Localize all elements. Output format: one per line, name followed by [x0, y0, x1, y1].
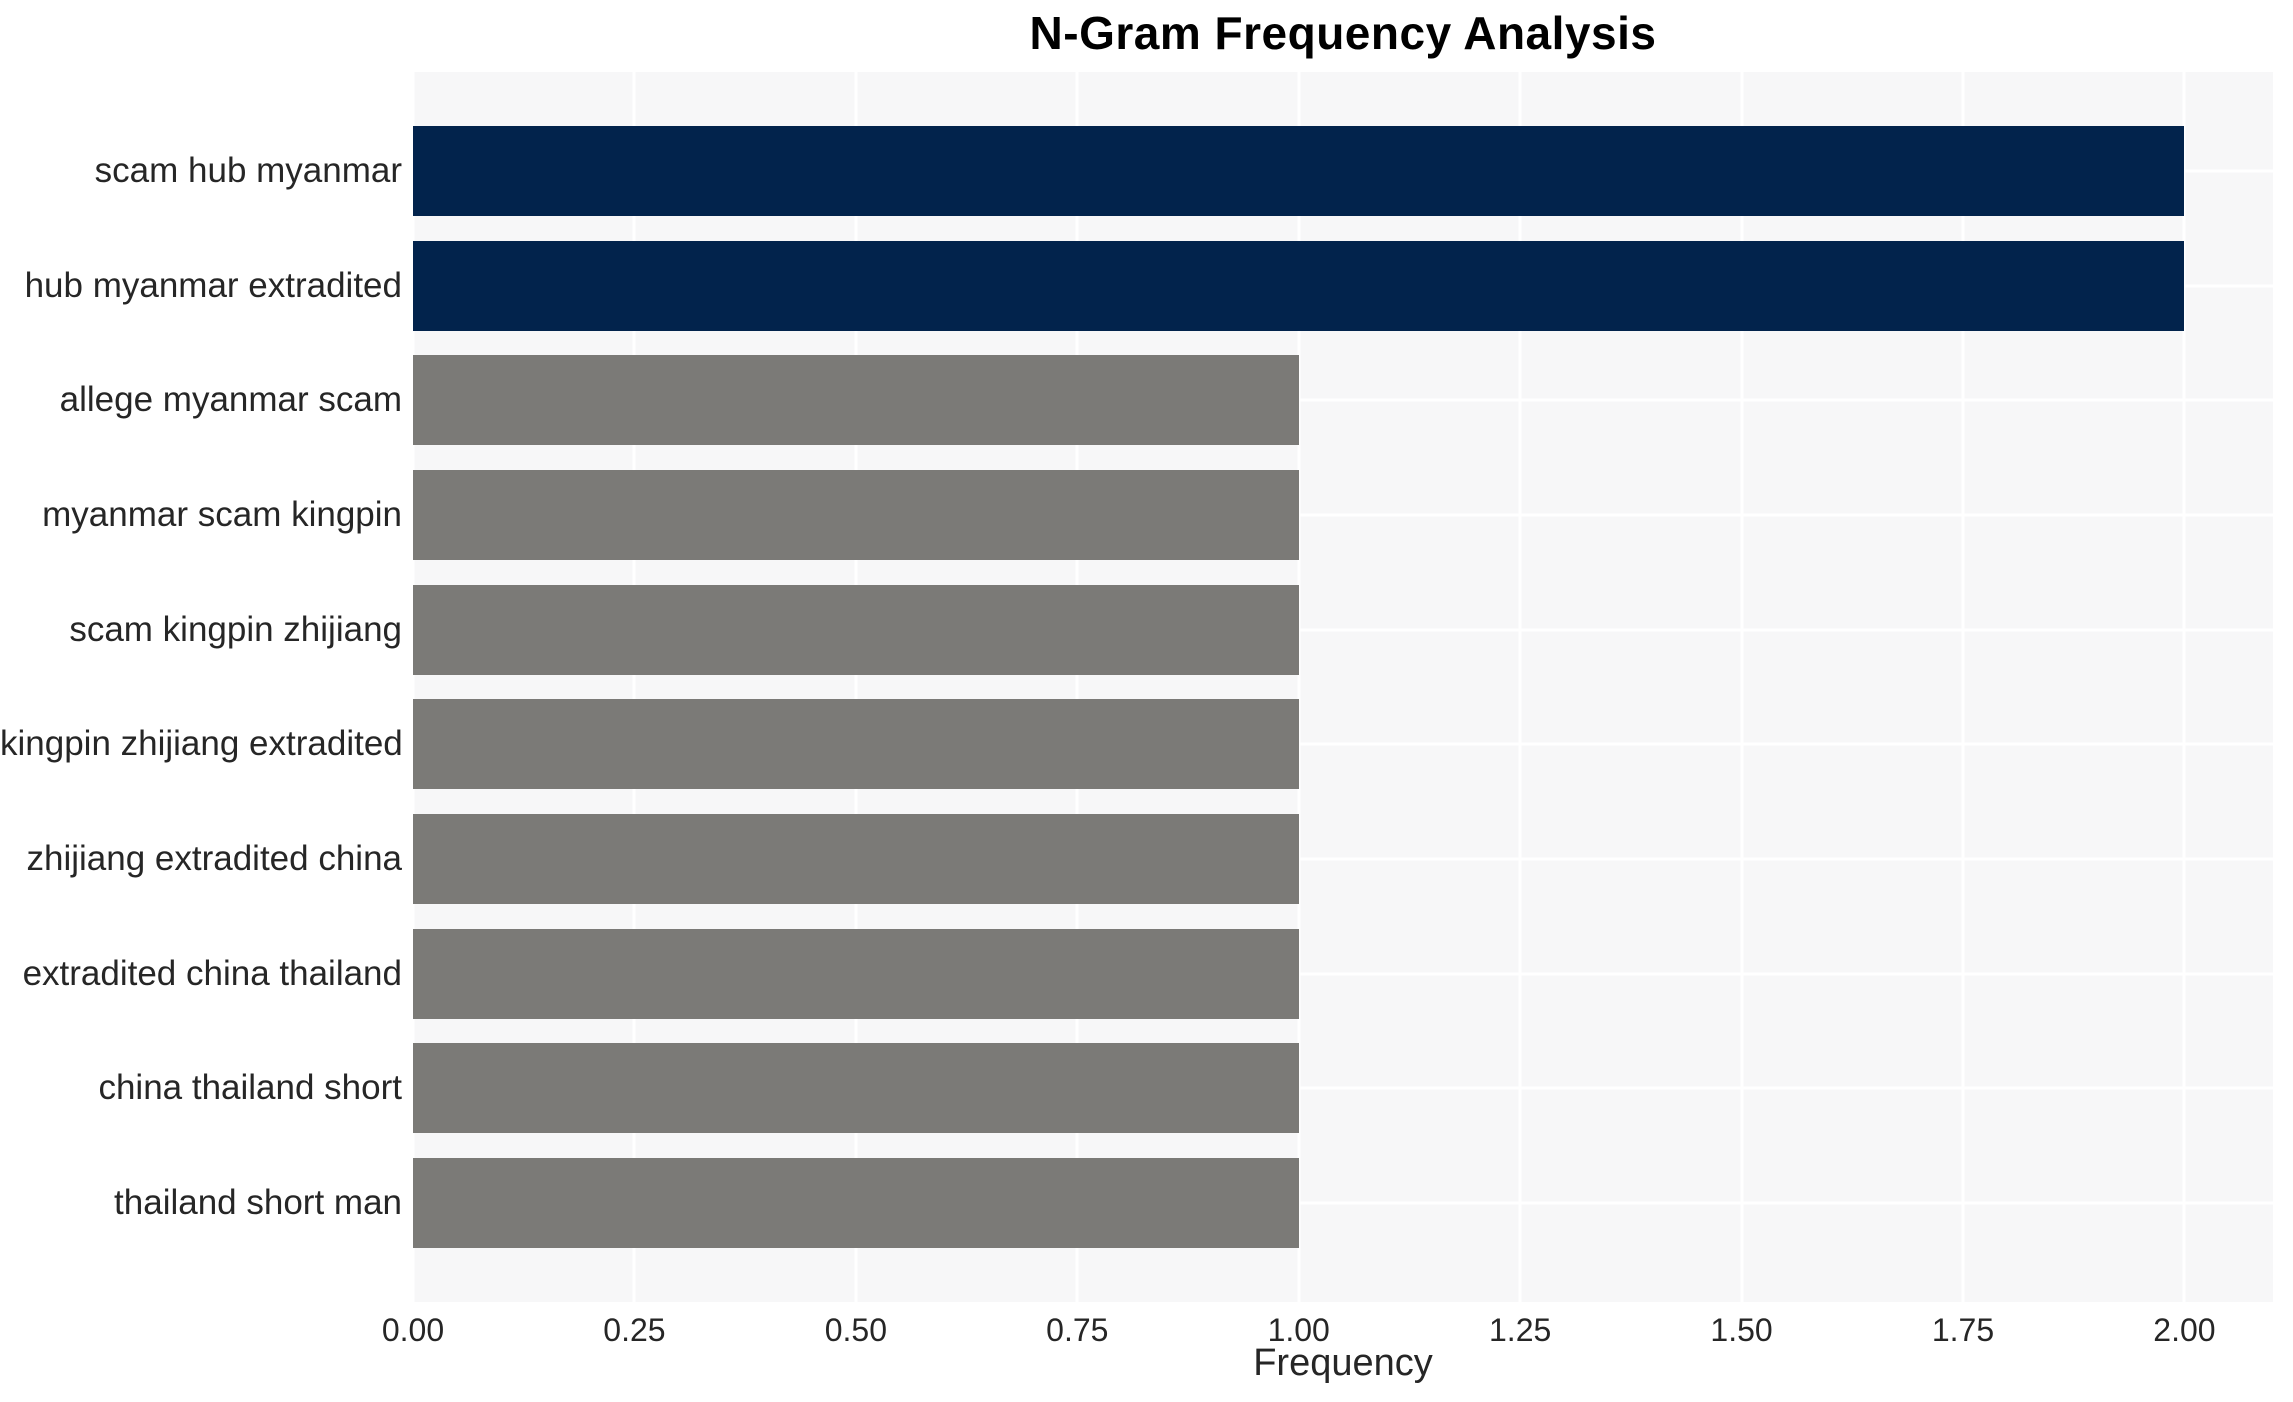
vertical-gridline	[411, 72, 415, 1302]
x-axis-tick-label: 0.25	[603, 1312, 666, 1348]
bar-kingpin-zhijiang-extradited	[413, 699, 1299, 790]
vertical-gridline	[632, 72, 636, 1302]
vertical-gridline	[2182, 72, 2186, 1302]
bar-thailand-short-man	[413, 1158, 1299, 1248]
x-axis-tick-label: 0.75	[1046, 1312, 1109, 1348]
y-axis-label: extradited china thailand	[22, 953, 402, 993]
y-axis-label: scam kingpin zhijiang	[69, 609, 402, 649]
vertical-gridline	[1961, 72, 1965, 1302]
x-axis-tick-label: 1.75	[1931, 1312, 1995, 1348]
bar-hub-myanmar-extradited	[413, 240, 2185, 331]
horizontal-gridline	[413, 972, 2273, 976]
y-axis-label: thailand short man	[114, 1183, 402, 1222]
x-axis-tick-label: 1.50	[1710, 1312, 1773, 1348]
bar-zhijiang-extradited-china	[413, 814, 1299, 904]
y-axis-label: zhijiang extradited china	[26, 839, 402, 878]
y-axis-label: kingpin zhijiang extradited	[0, 724, 403, 764]
bar-allege-myanmar-scam	[413, 355, 1299, 446]
vertical-gridline	[1740, 72, 1744, 1302]
y-axis-label: myanmar scam kingpin	[42, 495, 402, 534]
horizontal-gridline	[413, 1201, 2273, 1205]
chart-title: N-Gram Frequency Analysis	[1029, 7, 1657, 59]
x-axis-tick-label: 1.25	[1489, 1312, 1552, 1348]
horizontal-gridline	[413, 857, 2273, 861]
y-axis-label: hub myanmar extradited	[24, 265, 402, 305]
x-axis-tick-label: 0.00	[381, 1312, 445, 1348]
vertical-gridline	[1518, 72, 1522, 1302]
horizontal-gridline	[413, 628, 2273, 632]
vertical-gridline	[1297, 72, 1301, 1302]
x-axis-tick-label: 0.50	[824, 1312, 887, 1348]
x-axis-tick-label: 2.00	[2153, 1312, 2216, 1348]
y-axis-label: allege myanmar scam	[59, 380, 402, 420]
bar-scam-hub-myanmar	[413, 126, 2185, 216]
x-axis-tick-label: 1.00	[1267, 1312, 1330, 1348]
bar-scam-kingpin-zhijiang	[413, 584, 1299, 675]
vertical-gridline	[854, 72, 858, 1302]
y-axis-label: scam hub myanmar	[94, 151, 402, 190]
plot-area	[411, 72, 2273, 1302]
bar-myanmar-scam-kingpin	[413, 470, 1299, 560]
horizontal-gridline	[413, 513, 2273, 517]
y-axis-label: china thailand short	[98, 1068, 402, 1108]
vertical-gridline	[1075, 72, 1079, 1302]
bar-extradited-china-thailand	[413, 928, 1299, 1019]
horizontal-gridline	[413, 398, 2273, 402]
bar-china-thailand-short	[413, 1043, 1299, 1134]
horizontal-gridline	[413, 1086, 2273, 1090]
horizontal-gridline	[413, 742, 2273, 746]
x-axis-title: Frequency	[1253, 1342, 1433, 1384]
